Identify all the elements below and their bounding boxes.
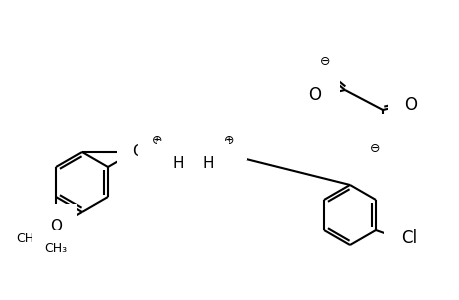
Text: ⊕: ⊕ <box>151 134 162 148</box>
Text: Cl: Cl <box>400 229 416 247</box>
Text: O: O <box>375 131 389 149</box>
Text: ⊖: ⊖ <box>369 142 380 154</box>
Text: ⊕: ⊕ <box>223 134 234 148</box>
Text: CH₃: CH₃ <box>45 242 67 256</box>
Text: ⊖: ⊖ <box>319 55 330 68</box>
Text: O: O <box>132 145 144 160</box>
Text: O: O <box>403 96 417 114</box>
Text: CH₃: CH₃ <box>150 134 173 148</box>
Text: N: N <box>211 143 224 161</box>
Text: O: O <box>308 86 321 104</box>
Text: H: H <box>172 157 183 172</box>
Text: N: N <box>161 143 174 161</box>
Text: H: H <box>202 157 213 172</box>
Text: O: O <box>46 220 58 235</box>
Text: CH₃: CH₃ <box>16 232 39 245</box>
Text: O: O <box>310 61 323 79</box>
Text: O: O <box>50 220 62 235</box>
